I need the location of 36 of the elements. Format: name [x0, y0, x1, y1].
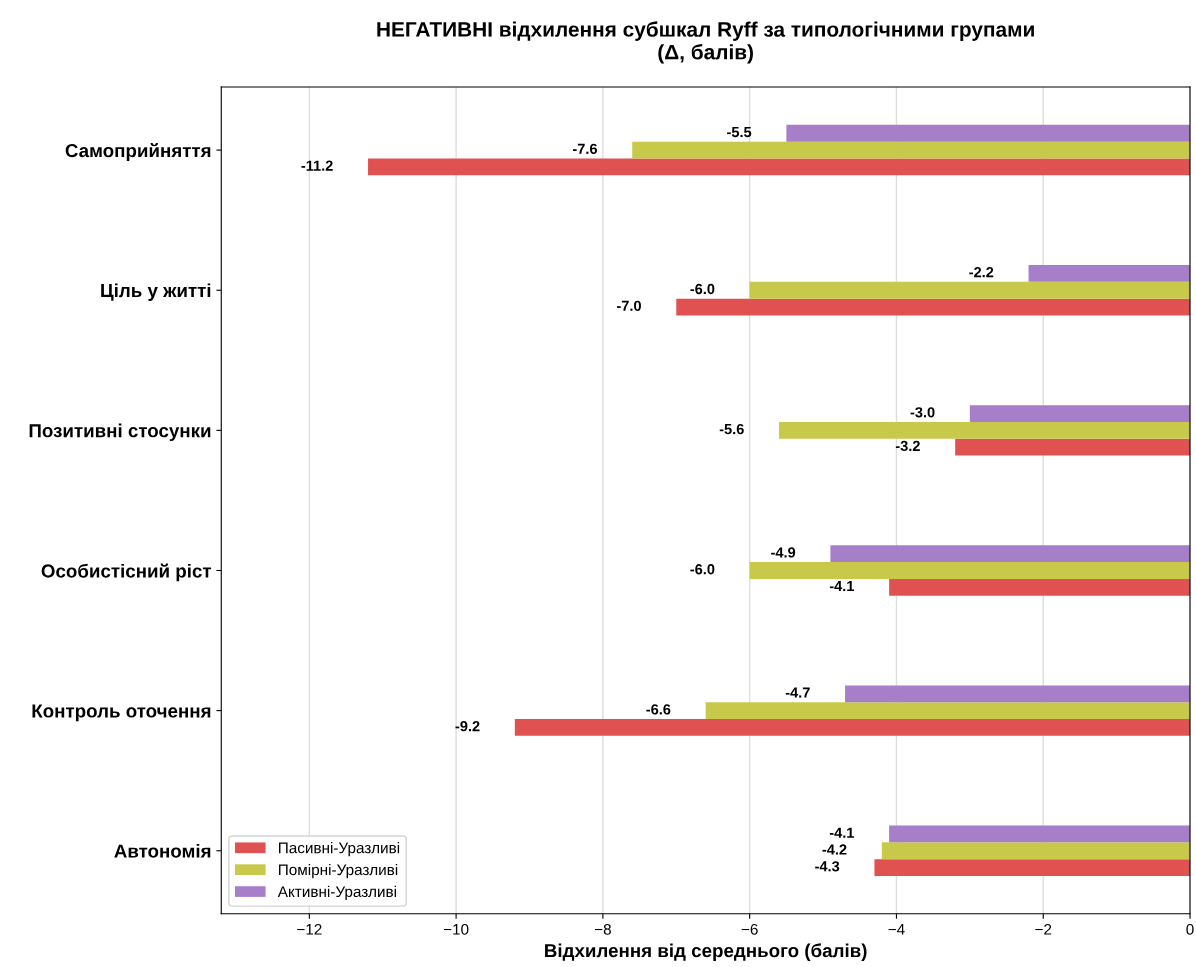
data-label: -6.0: [690, 283, 715, 295]
x-tick-label: −12: [297, 923, 322, 935]
data-label: -4.9: [771, 547, 796, 558]
x-tick-label: −2: [1035, 923, 1052, 935]
data-label: -4.3: [815, 861, 840, 872]
data-label: -2.2: [969, 266, 994, 278]
data-label: -5.5: [727, 127, 752, 138]
x-tick-label: −10: [443, 923, 469, 935]
x-tick-label: 0: [1186, 923, 1194, 935]
data-label: -4.1: [829, 827, 854, 838]
data-label: -3.0: [910, 407, 935, 418]
y-tick-label: Самоприйняття: [65, 143, 211, 161]
data-label: -4.7: [785, 687, 810, 698]
data-label: -7.6: [572, 143, 597, 154]
y-tick-label: Автономія: [114, 843, 211, 858]
data-label: -3.2: [895, 440, 920, 452]
y-tick-label: Позитивні стосунки: [29, 423, 211, 442]
data-label: -5.6: [719, 423, 744, 435]
data-label: -6.0: [690, 564, 715, 575]
y-tick-label: Особистісний ріст: [41, 563, 212, 582]
y-tick-label: Ціль у житті: [101, 283, 211, 301]
data-label: -4.2: [822, 844, 847, 855]
y-tick-label: Контроль оточення: [32, 704, 211, 722]
x-axis-title: Відхилення від середнього (балів): [545, 943, 867, 961]
data-label: -11.2: [301, 160, 333, 171]
x-tick-label: −8: [594, 923, 611, 935]
chart-title: НЕГАТИВНІ відхилення субшкал Ryff за типологічними групами (Δ, балів): [377, 21, 1034, 64]
x-tick-label: −4: [888, 924, 905, 935]
data-label: -4.1: [829, 581, 854, 592]
data-label: -6.6: [646, 704, 671, 715]
x-tick-label: −6: [741, 923, 758, 935]
data-label: -9.2: [455, 721, 480, 732]
legend-label: Пасивні-Уразливі: [279, 842, 400, 857]
data-label: -7.0: [617, 300, 641, 311]
legend-label: Помірні-Уразливі: [279, 863, 398, 879]
legend-label: Активні-Уразливі: [277, 885, 396, 901]
